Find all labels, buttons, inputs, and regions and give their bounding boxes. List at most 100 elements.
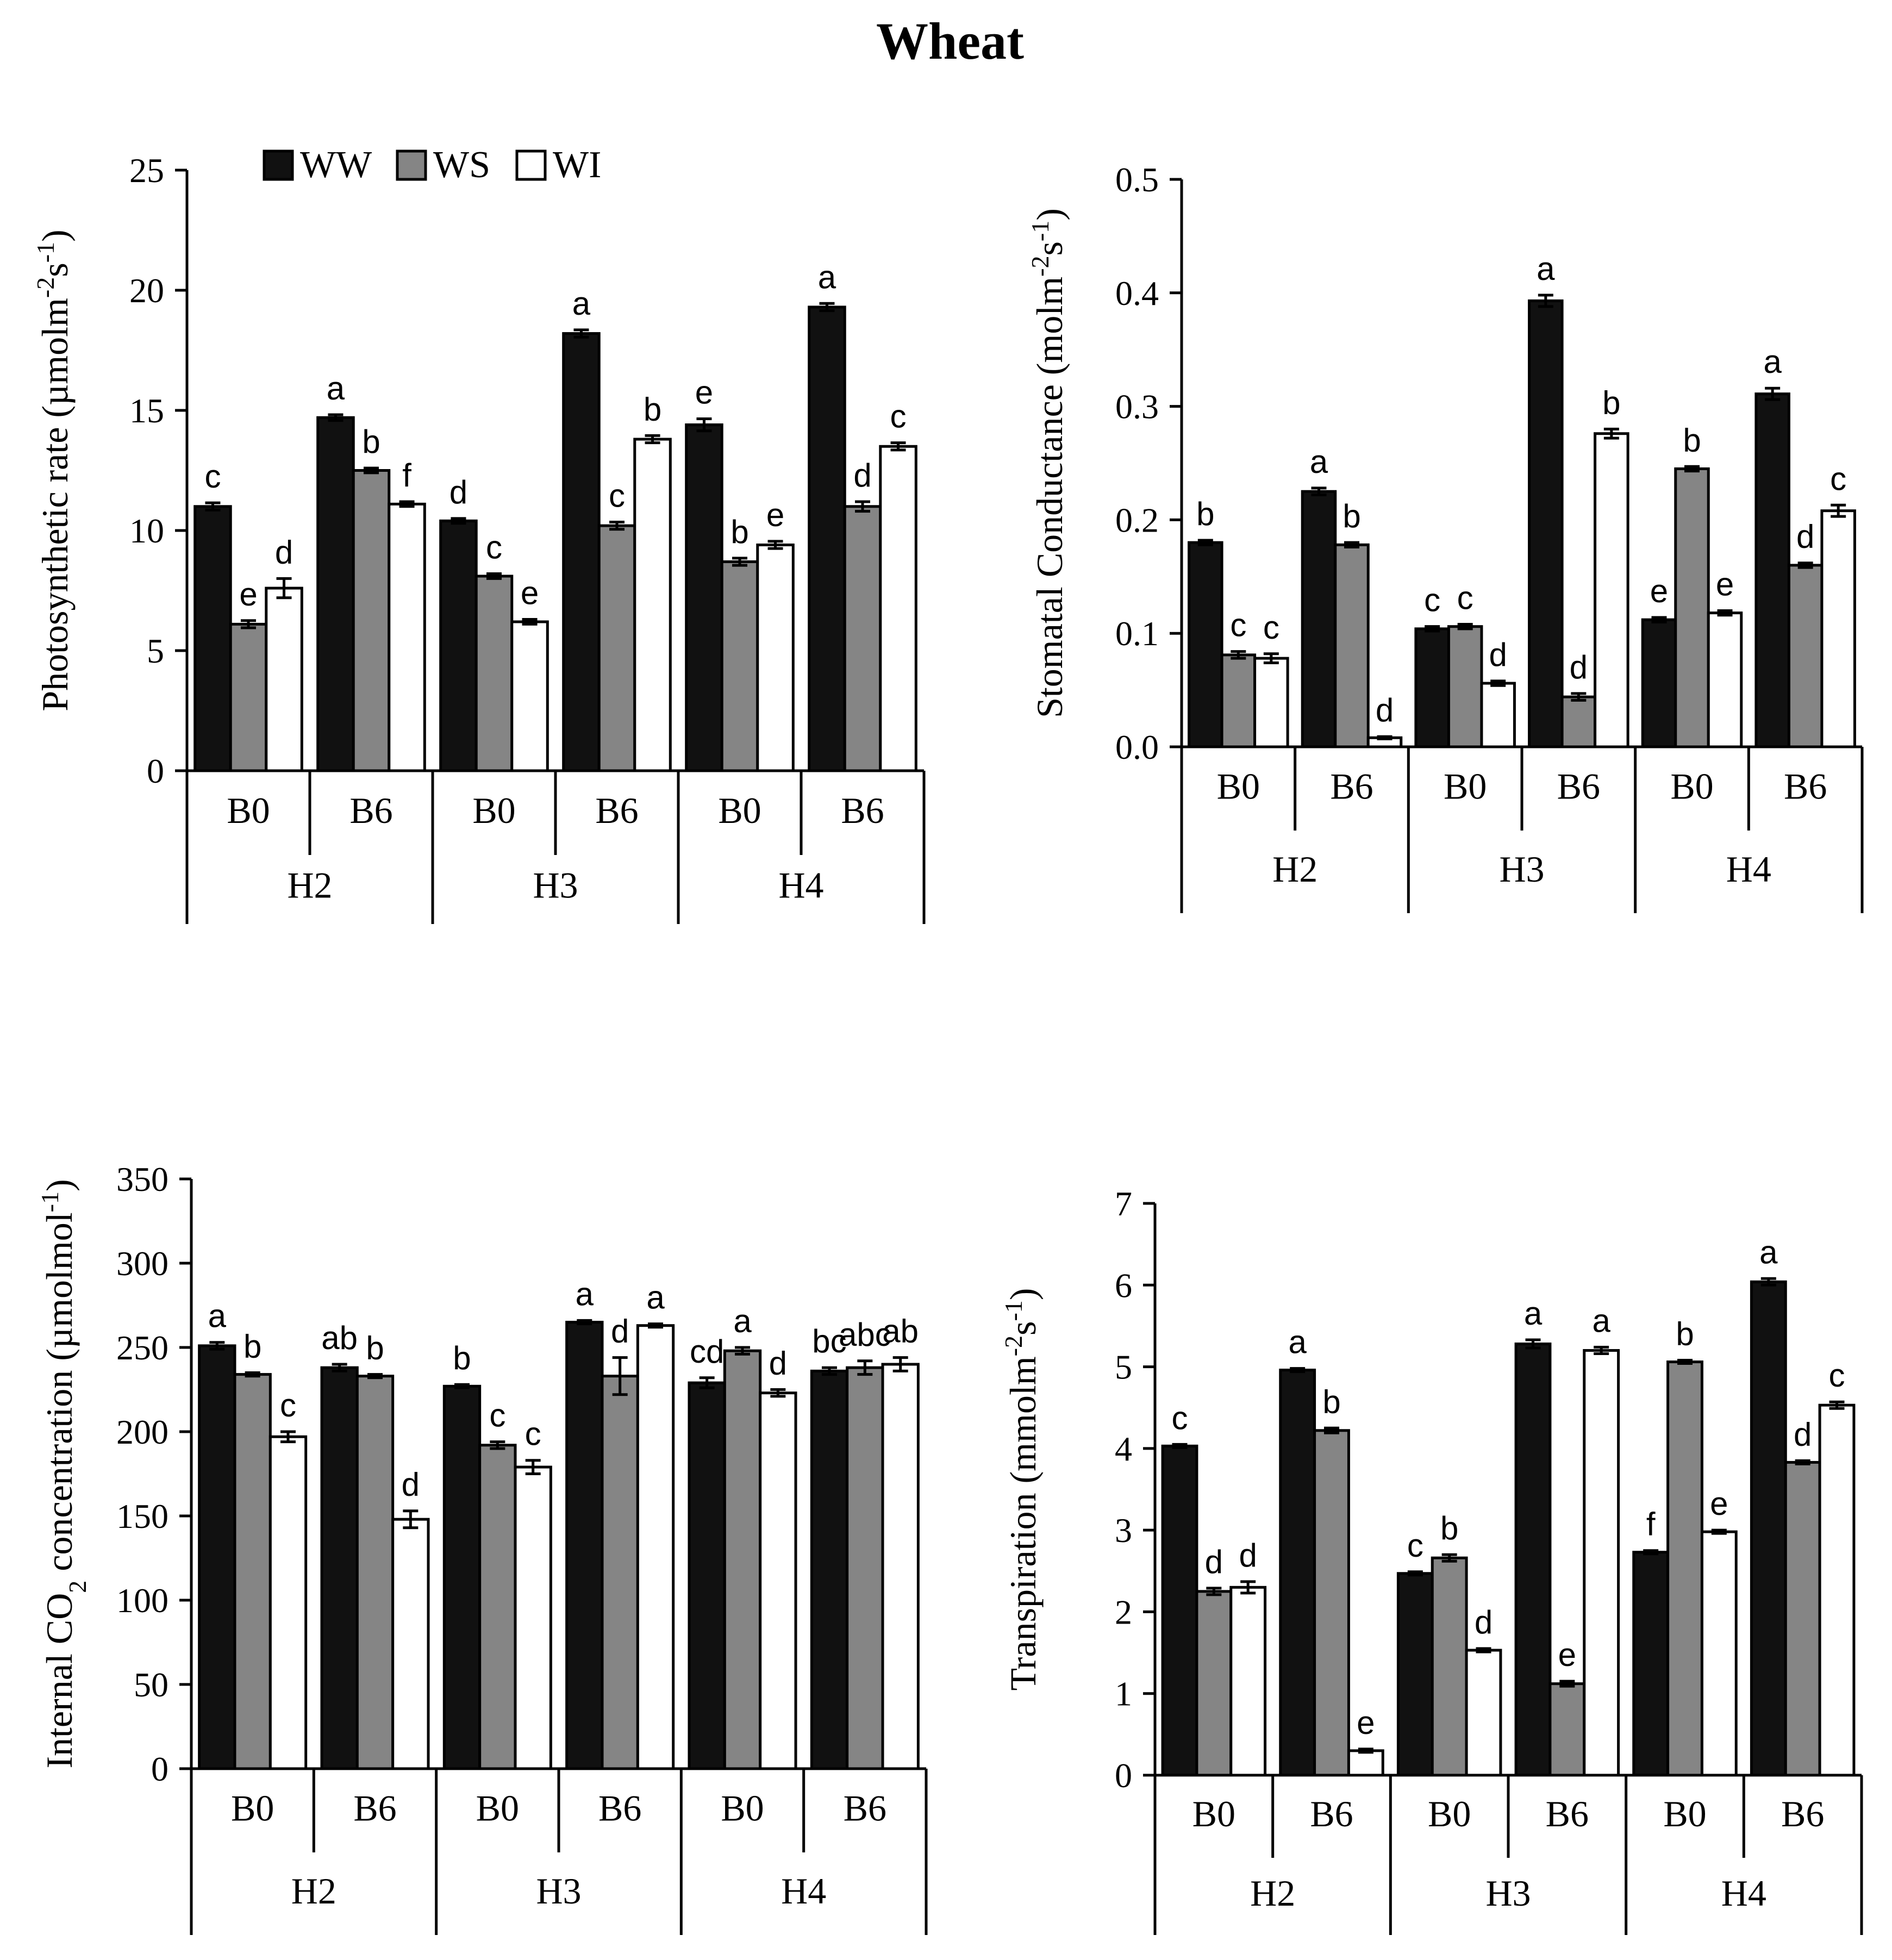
- group-label: H3: [1499, 848, 1544, 890]
- category-label: B6: [1781, 1793, 1824, 1834]
- significance-letter: f: [1646, 1506, 1656, 1543]
- significance-letter: e: [1716, 566, 1734, 602]
- bar-wi: [636, 1324, 675, 1770]
- y-tick-label: 200: [116, 1413, 168, 1451]
- group-label: H3: [536, 1870, 581, 1912]
- bar-wi: [756, 544, 795, 772]
- group-label: H2: [1272, 848, 1317, 890]
- group-label: H2: [287, 865, 332, 906]
- group-label: H2: [291, 1870, 336, 1912]
- legend-label-ww: WW: [300, 144, 372, 186]
- y-label-superscript: -2: [1026, 256, 1054, 277]
- y-tick-label: 0.1: [1115, 614, 1159, 653]
- y-tick-label: 2: [1115, 1593, 1132, 1631]
- bar-ww: [1514, 1342, 1552, 1777]
- significance-letter: c: [1829, 1357, 1845, 1394]
- bar-wi: [1700, 1530, 1738, 1777]
- y-label-superscript: -1: [32, 242, 59, 263]
- significance-letter: d: [1489, 636, 1507, 673]
- y-label-text: ): [1029, 208, 1070, 221]
- y-tick-label: 3: [1115, 1511, 1132, 1550]
- legend: WW WS WI: [263, 144, 601, 186]
- bar-ww: [320, 1366, 359, 1770]
- y-tick-label: 250: [116, 1328, 168, 1367]
- category-label: B0: [1428, 1793, 1471, 1834]
- significance-letter: d: [1794, 1416, 1812, 1452]
- category-label: B6: [1310, 1793, 1353, 1834]
- significance-letter: d: [1239, 1537, 1257, 1574]
- bar-ww: [1188, 541, 1223, 748]
- group-label: H4: [1721, 1872, 1766, 1914]
- y-tick-label: 15: [129, 391, 164, 430]
- significance-letter: e: [766, 497, 784, 533]
- bar-ww: [1414, 627, 1450, 748]
- group-label: H4: [778, 865, 823, 906]
- y-tick-label: 5: [1115, 1348, 1132, 1387]
- bar-ww: [439, 519, 478, 772]
- y-axis-label: Stomatal Conductance (molm-2s-1): [1026, 208, 1071, 718]
- significance-letter: b: [730, 514, 748, 550]
- bar-ww: [1161, 1444, 1198, 1777]
- y-tick-label: 150: [116, 1497, 168, 1535]
- category-label: B6: [353, 1787, 396, 1828]
- legend-swatch-wi: [515, 149, 547, 181]
- y-tick-label: 100: [116, 1581, 168, 1620]
- bar-ws: [601, 1375, 639, 1770]
- significance-letter: a: [818, 259, 836, 295]
- significance-letter: c: [1263, 609, 1279, 646]
- significance-letter: d: [611, 1313, 629, 1350]
- significance-letter: b: [1322, 1383, 1340, 1420]
- y-tick-label: 300: [116, 1244, 168, 1283]
- category-label: B0: [231, 1787, 274, 1828]
- significance-letter: a: [208, 1298, 227, 1334]
- legend-label-ws: WS: [433, 144, 490, 186]
- y-label-text: Photosynthetic rate (µmolm: [34, 298, 76, 711]
- significance-letter: c: [890, 398, 907, 435]
- legend-label-wi: WI: [553, 144, 601, 186]
- significance-letter: a: [327, 370, 345, 407]
- y-label-superscript: -1: [1026, 221, 1054, 241]
- bar-wi: [1818, 1403, 1856, 1777]
- significance-letter: b: [644, 391, 661, 427]
- legend-swatch-ws: [396, 149, 427, 181]
- significance-letter: a: [646, 1279, 665, 1316]
- y-tick-label: 350: [116, 1160, 168, 1199]
- category-label: B6: [1330, 765, 1373, 807]
- bar-ww: [1641, 618, 1677, 748]
- bar-ww: [1750, 1280, 1787, 1777]
- category-label: B0: [472, 790, 515, 831]
- bar-wi: [1347, 1749, 1384, 1777]
- bar-ws: [1313, 1429, 1350, 1777]
- y-tick-label: 1: [1115, 1675, 1132, 1713]
- category-label: B6: [598, 1787, 641, 1828]
- category-label: B0: [1192, 1793, 1235, 1834]
- significance-letter: e: [1558, 1637, 1576, 1673]
- bar-ws: [846, 1366, 884, 1770]
- bar-ws: [352, 469, 391, 772]
- bar-ws: [1560, 695, 1597, 748]
- bar-ww: [1632, 1551, 1670, 1777]
- y-label-text: Stomatal Conductance (molm: [1029, 277, 1070, 718]
- bar-wi: [514, 1465, 552, 1770]
- category-label: B6: [595, 790, 638, 831]
- significance-letter: c: [1407, 1527, 1423, 1564]
- y-tick-label: 25: [129, 151, 164, 190]
- significance-letter: a: [1524, 1295, 1543, 1332]
- y-axis-label: Transpiration (mmolm-2s-1): [1000, 1288, 1044, 1691]
- significance-letter: b: [1196, 496, 1214, 532]
- y-tick-label: 0.3: [1115, 388, 1159, 426]
- significance-letter: a: [576, 1276, 594, 1312]
- significance-letter: a: [572, 285, 591, 322]
- bar-ww: [562, 332, 601, 772]
- y-label-superscript: -2: [32, 277, 59, 298]
- y-tick-label: 0: [1115, 1756, 1132, 1795]
- figure-title: Wheat: [876, 12, 1024, 70]
- bar-ws: [1784, 1460, 1821, 1777]
- y-label-superscript: -2: [1000, 1335, 1027, 1356]
- bar-wi: [759, 1391, 797, 1770]
- significance-letter: d: [1570, 649, 1588, 685]
- bar-ws: [355, 1375, 395, 1770]
